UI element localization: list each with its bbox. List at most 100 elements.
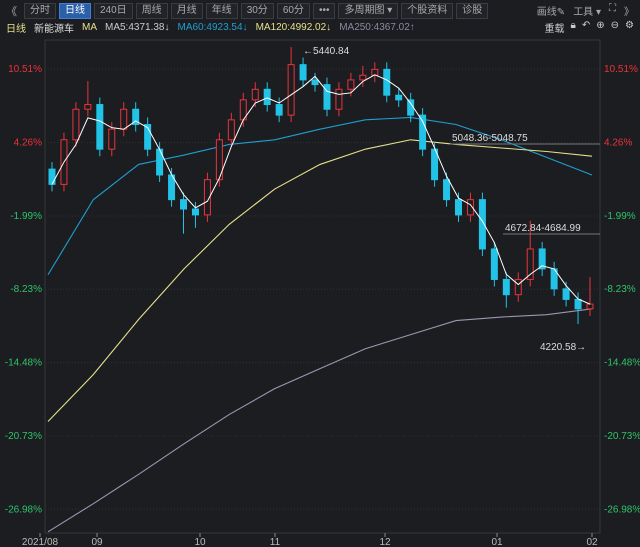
ma5-value: MA5:4371.38↓ [105, 21, 170, 33]
y-tick-label-right: -14.48% [604, 358, 640, 369]
candle-body [48, 168, 56, 185]
x-tick-label: 09 [91, 537, 103, 547]
x-tick-label: 11 [270, 537, 281, 547]
y-tick-label-left: -14.48% [5, 358, 42, 369]
tab-11[interactable]: 诊股 [456, 2, 489, 19]
high-price-annotation: ←5440.84 [303, 46, 350, 57]
ma-label[interactable]: MA [82, 21, 97, 33]
indicator-bar: 日线 新能源车 MA MA5:4371.38↓ MA60:4923.54↓ MA… [0, 20, 640, 35]
candle-body [443, 179, 451, 201]
restore-button[interactable]: 重载 [544, 24, 565, 35]
candle-body [454, 199, 462, 216]
zoom-in-icon[interactable]: ⊕ [596, 20, 605, 31]
y-tick-label-right: -26.98% [604, 504, 640, 515]
ma-line-ma5 [51, 74, 591, 305]
tab-6[interactable]: 30分 [240, 2, 274, 19]
y-tick-label-right: -1.99% [604, 211, 636, 222]
range1-annotation: 5048.36-5048.75 [452, 133, 528, 144]
period-toolbar: 《 分时 日线 240日 周线 月线 年线 30分 60分 ••• 多周期图 ▾ 个股资料 诊股 [0, 0, 640, 21]
tab-5[interactable]: 年线 [205, 2, 238, 19]
candle-body [514, 278, 522, 296]
tab-3[interactable]: 周线 [135, 2, 168, 19]
x-tick-label: 01 [491, 537, 503, 547]
y-tick-label-right: -8.23% [604, 284, 636, 295]
candle-body [347, 79, 355, 90]
y-tick-label-right: 10.51% [604, 64, 638, 75]
ma120-value: MA120:4992.02↓ [255, 21, 332, 33]
candle-body [335, 88, 343, 110]
tab-9[interactable]: 多周期图 ▾ [338, 2, 399, 19]
y-tick-label-left: -8.23% [10, 284, 42, 295]
candle-body [120, 108, 128, 130]
tools-button[interactable]: 工具 ▾ [573, 7, 601, 18]
fullscreen-icon[interactable]: ⛶ [609, 3, 616, 14]
candle-body [180, 199, 188, 210]
y-tick-label-left: 4.26% [14, 138, 42, 149]
x-tick-label: 2021/08 [22, 537, 59, 547]
tab-8[interactable]: ••• [312, 2, 336, 19]
tab-7[interactable]: 60分 [276, 2, 310, 19]
candle-body [359, 74, 367, 81]
tab-0[interactable]: 分时 [24, 2, 56, 19]
candle-body [383, 68, 391, 96]
y-tick-label-left: -1.99% [10, 211, 42, 222]
zoom-out-icon[interactable]: ⊖ [610, 20, 620, 31]
candle-body [574, 298, 582, 310]
candle-body [466, 199, 474, 216]
candle-body [96, 104, 104, 150]
undo-icon[interactable]: ↶ [581, 20, 591, 31]
candle-body [419, 114, 427, 150]
ma-line-ma250 [47, 308, 593, 533]
candle-body [538, 248, 546, 270]
candle-body [407, 99, 415, 116]
candle-body [132, 108, 140, 126]
candle-body [311, 79, 319, 86]
candle-body [275, 104, 283, 116]
ma250-value: MA250:4367.02↑ [339, 21, 415, 33]
gear-icon[interactable]: ⚙ [625, 20, 634, 31]
candle-body [84, 104, 92, 110]
candle-body [562, 288, 570, 300]
collapse-button[interactable]: 《 [6, 5, 17, 18]
range2-annotation: 4672.84-4684.99 [505, 223, 581, 234]
candle-body [108, 128, 116, 150]
ma-line-ma60 [47, 116, 593, 276]
tab-10[interactable]: 个股资料 [401, 2, 454, 19]
stock-name: 新能源车 [34, 23, 74, 35]
candle-body [299, 64, 307, 81]
candle-body [72, 108, 80, 141]
candle-body [263, 88, 271, 106]
ma-line-ma120 [47, 139, 593, 422]
candle-body [203, 179, 211, 216]
y-tick-label-left: 10.51% [8, 64, 42, 75]
candle-body [215, 139, 223, 181]
tab-4[interactable]: 月线 [170, 2, 203, 19]
candle-body [287, 64, 295, 116]
candle-body [502, 278, 510, 296]
toolbar-right: 画线✎ 工具 ▾ ⛶ 》 [537, 3, 634, 18]
expand-button[interactable]: 》 [624, 7, 634, 18]
x-tick-label: 12 [379, 537, 391, 547]
tab-2[interactable]: 240日 [94, 2, 133, 19]
period-label: 日线 [6, 23, 26, 35]
x-tick-label: 10 [194, 537, 206, 547]
y-tick-label-right: -20.73% [604, 431, 640, 442]
plot-frame [44, 39, 601, 534]
lock-icon[interactable]: 🔒︎ [570, 20, 576, 31]
candle-body [395, 94, 403, 101]
tab-1[interactable]: 日线 [59, 2, 91, 19]
candle-body [144, 124, 152, 150]
candle-body [191, 208, 199, 216]
candle-body [227, 119, 235, 141]
y-tick-label-left: -20.73% [5, 431, 42, 442]
low-price-annotation: 4220.58→ [540, 342, 586, 353]
candle-body [490, 248, 498, 280]
ma60-value: MA60:4923.54↓ [177, 21, 248, 33]
draw-button[interactable]: 画线✎ [536, 7, 566, 18]
y-tick-label-left: -26.98% [5, 504, 42, 515]
candle-body [478, 199, 486, 250]
x-tick-label: 02 [586, 537, 598, 547]
candle-body [526, 248, 534, 280]
candle-body [251, 88, 259, 101]
